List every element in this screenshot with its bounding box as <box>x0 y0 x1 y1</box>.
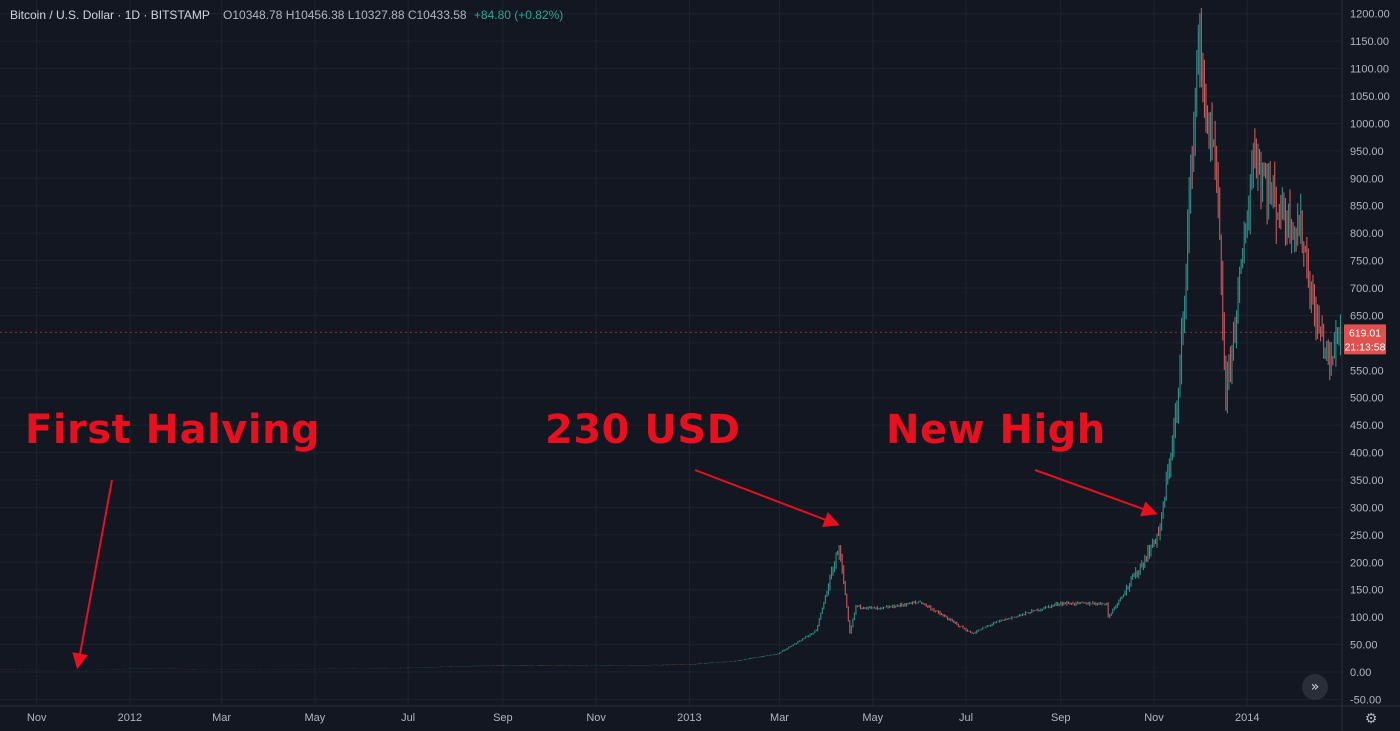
y-tick-label: 400.00 <box>1350 448 1384 460</box>
x-tick-label: Sep <box>1051 712 1071 724</box>
y-tick-label: 800.00 <box>1350 228 1384 240</box>
y-tick-label: 750.00 <box>1350 256 1384 268</box>
y-tick-label: 150.00 <box>1350 585 1384 597</box>
y-tick-label: 350.00 <box>1350 475 1384 487</box>
price-series <box>0 7 1343 671</box>
y-tick-label: 450.00 <box>1350 420 1384 432</box>
y-tick-label: 850.00 <box>1350 201 1384 213</box>
y-tick-label: 650.00 <box>1350 310 1384 322</box>
annotation-arrows <box>72 469 1158 670</box>
annotation-230-usd: 230 USD <box>545 407 741 453</box>
x-tick-label: Jul <box>401 712 415 724</box>
x-tick-label: Sep <box>493 712 513 724</box>
y-tick-label: 950.00 <box>1350 146 1384 158</box>
x-tick-label: Nov <box>586 712 606 724</box>
y-tick-label: 1200.00 <box>1350 9 1390 21</box>
y-tick-label: 1050.00 <box>1350 91 1390 103</box>
y-tick-label: 0.00 <box>1350 667 1371 679</box>
y-tick-label: 1100.00 <box>1350 64 1389 76</box>
y-tick-label: 1000.00 <box>1350 118 1390 130</box>
separator: · <box>117 8 122 22</box>
y-tick-label: 550.00 <box>1350 365 1384 377</box>
y-tick-label: 250.00 <box>1350 530 1384 542</box>
y-tick-label: 50.00 <box>1350 640 1378 652</box>
y-tick-label: 900.00 <box>1350 173 1384 185</box>
price-badge <box>1344 324 1386 355</box>
x-tick-label: Jul <box>959 712 973 724</box>
x-tick-label: 2013 <box>677 712 701 724</box>
chart-settings-button[interactable]: ⚙ <box>1360 708 1382 730</box>
chart-header: Bitcoin / U.S. Dollar · 1D · BITSTAMP O1… <box>10 8 563 22</box>
y-tick-label: 300.00 <box>1350 502 1384 514</box>
x-tick-label: Mar <box>770 712 789 724</box>
x-tick-label: May <box>304 712 325 724</box>
annotation-arrow <box>72 479 113 670</box>
y-tick-label: -50.00 <box>1350 694 1381 706</box>
annotation-first-halving: First Halving <box>25 407 321 453</box>
symbol-title[interactable]: Bitcoin / U.S. Dollar <box>10 8 115 22</box>
y-tick-label: 500.00 <box>1350 393 1384 405</box>
x-tick-label: Nov <box>27 712 47 724</box>
separator: · <box>143 8 148 22</box>
x-tick-label: Nov <box>1144 712 1164 724</box>
price-badge-countdown: 21:13:58 <box>1345 341 1386 353</box>
y-tick-label: 700.00 <box>1350 283 1384 295</box>
x-tick-label: May <box>862 712 883 724</box>
x-tick-label: 2014 <box>1235 712 1259 724</box>
exchange-label: BITSTAMP <box>150 8 210 22</box>
annotation-arrow <box>1034 469 1158 517</box>
gear-icon: ⚙ <box>1364 711 1378 727</box>
double-chevron-right-icon: » <box>1310 679 1320 695</box>
y-tick-label: 200.00 <box>1350 557 1384 569</box>
annotation-arrow <box>694 469 840 528</box>
price-change: +84.80 (+0.82%) <box>473 8 564 22</box>
price-badge-value: 619.01 <box>1349 327 1381 339</box>
y-tick-label: 1150.00 <box>1350 36 1389 48</box>
ohlc-values: O10348.78 H10456.38 L10327.88 C10433.58 <box>223 8 467 22</box>
chart-grid <box>0 0 1342 706</box>
x-tick-label: Mar <box>212 712 231 724</box>
y-tick-label: 100.00 <box>1350 612 1384 624</box>
interval-label[interactable]: 1D <box>124 8 141 22</box>
x-tick-label: 2012 <box>118 712 142 724</box>
annotation-new-high: New High <box>886 407 1106 453</box>
scroll-to-realtime-button[interactable]: » <box>1302 674 1328 700</box>
